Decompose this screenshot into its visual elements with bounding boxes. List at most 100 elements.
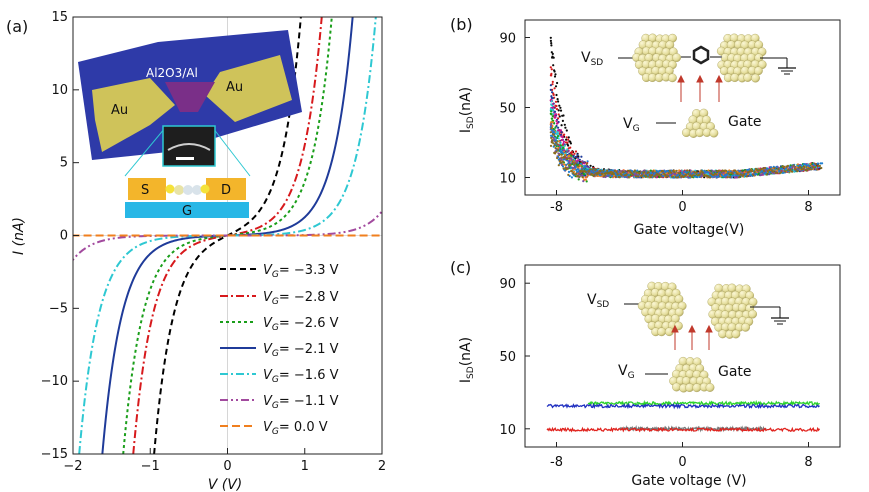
data-point [560, 153, 563, 156]
data-point [789, 166, 792, 169]
data-point [558, 104, 561, 107]
data-point [649, 169, 652, 172]
data-point [571, 150, 574, 153]
au-electrode-right [205, 55, 292, 122]
data-point [570, 166, 573, 169]
data-point [601, 172, 604, 175]
data-point [777, 167, 780, 171]
data-point [741, 174, 745, 177]
data-point [635, 171, 639, 174]
data-point [553, 130, 556, 133]
data-point [562, 146, 565, 149]
junction-region [165, 82, 215, 112]
data-point [591, 168, 594, 171]
data-point [606, 169, 609, 172]
svg-text:ISD(nA): ISD(nA) [458, 87, 476, 133]
inset-au-left: Au [111, 103, 128, 118]
data-point [550, 113, 553, 116]
data-point [556, 122, 559, 125]
y-tick-label: −10 [41, 374, 68, 389]
data-point [550, 110, 553, 113]
data-point [692, 174, 695, 177]
data-point [698, 175, 701, 178]
data-point [605, 172, 608, 175]
data-point [636, 175, 640, 178]
x-tick-label: −1 [141, 459, 160, 474]
panel-a-xlabel: V (V) [208, 477, 243, 492]
data-point [551, 134, 554, 137]
data-point [567, 136, 570, 139]
gold-gate-cluster [682, 108, 719, 138]
data-point [661, 170, 665, 173]
data-point [553, 87, 556, 90]
data-point [718, 173, 722, 176]
data-point [552, 133, 555, 136]
data-point [626, 169, 629, 172]
data-point [557, 132, 560, 135]
field-arrows [671, 324, 713, 350]
data-point [648, 174, 651, 177]
data-point [584, 168, 588, 171]
data-point [580, 169, 583, 172]
data-point [569, 164, 572, 167]
data-point [655, 169, 658, 172]
data-point [667, 172, 670, 175]
y-tick-label: −5 [49, 301, 68, 316]
data-point [550, 51, 553, 54]
data-point [720, 173, 723, 177]
data-point [650, 171, 653, 175]
data-point [761, 172, 765, 175]
data-point [564, 166, 567, 169]
data-point [557, 100, 560, 103]
data-point [806, 168, 809, 171]
data-point [674, 176, 677, 179]
data-point [704, 170, 707, 174]
data-point [567, 173, 570, 176]
y-tick-label: 10 [51, 83, 68, 98]
data-point [565, 138, 568, 141]
x-tick-label: -8 [550, 455, 563, 470]
data-point [752, 173, 755, 177]
data-point [553, 110, 557, 113]
data-point [577, 156, 580, 159]
data-point [570, 170, 573, 173]
svg-text:VG= −2.8 V: VG= −2.8 V [263, 290, 339, 307]
panel-c-schematic: VSD VG Gate [587, 281, 789, 393]
data-point [551, 117, 554, 120]
data-point [744, 169, 747, 172]
data-point [561, 156, 564, 159]
y-tick-label: 90 [499, 277, 516, 292]
data-point [631, 173, 634, 176]
data-point [574, 162, 577, 165]
data-point [561, 138, 564, 142]
panel-b-vsd-label: VSD [581, 50, 603, 68]
y-tick-label: 10 [499, 172, 516, 187]
data-point [549, 84, 553, 87]
data-point [556, 156, 559, 160]
data-point [760, 173, 763, 176]
data-point [554, 126, 557, 129]
data-point [618, 176, 621, 179]
data-point [574, 166, 577, 169]
data-point [707, 169, 710, 172]
data-point [563, 155, 567, 158]
data-point [556, 143, 559, 146]
data-point [552, 56, 555, 59]
legend-item-vg-0: = 0.0 V [279, 420, 328, 435]
data-point [645, 175, 648, 178]
data-point [762, 169, 765, 172]
data-point [584, 165, 587, 168]
legend-item-vg-m11: = −1.1 V [279, 394, 339, 409]
data-point [549, 36, 552, 39]
data-point [566, 148, 569, 151]
data-point [578, 175, 581, 178]
data-point [550, 136, 553, 139]
data-point [727, 172, 730, 175]
data-point [736, 173, 739, 176]
data-point [580, 162, 583, 165]
data-point [782, 165, 786, 168]
data-point [589, 168, 592, 171]
data-point [761, 167, 764, 170]
svg-text:VG= −3.3 V: VG= −3.3 V [263, 263, 339, 280]
data-point [609, 170, 613, 173]
